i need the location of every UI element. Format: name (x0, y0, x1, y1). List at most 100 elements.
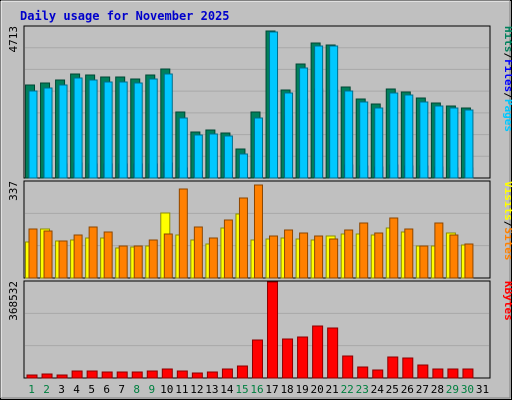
bar-kbytes-day-5 (86, 370, 98, 379)
x-tick-label: 9 (148, 383, 155, 396)
panel-top-ymax-label: 4713 (7, 26, 20, 53)
bar-sites-day-16 (253, 184, 263, 279)
bar-sites-day-15 (238, 197, 248, 279)
bar-pages-day-4 (73, 77, 83, 179)
bar-pages-day-29 (449, 107, 459, 179)
x-tick-label: 17 (265, 383, 278, 396)
x-tick-label: 5 (88, 383, 95, 396)
x-tick-label: 13 (205, 383, 218, 396)
panel-middle-ymax-label: 337 (7, 181, 20, 201)
x-tick-label: 3 (58, 383, 65, 396)
bar-sites-day-25 (389, 217, 399, 279)
bar-pages-day-24 (374, 107, 384, 179)
side-label-part: / (502, 53, 512, 60)
bar-pages-day-30 (464, 109, 474, 179)
bar-pages-day-16 (253, 117, 263, 179)
bar-kbytes-day-22 (342, 355, 354, 379)
bar-pages-day-1 (28, 90, 38, 179)
bar-pages-day-2 (43, 87, 53, 179)
bar-pages-day-20 (314, 45, 324, 179)
chart-title: Daily usage for November 2025 (20, 9, 230, 23)
bar-kbytes-day-14 (221, 368, 233, 379)
bar-pages-day-12 (193, 134, 203, 179)
bar-pages-day-26 (404, 94, 414, 179)
bar-pages-day-14 (223, 135, 233, 179)
bar-kbytes-day-15 (236, 365, 248, 379)
bar-pages-day-25 (389, 92, 399, 179)
bar-kbytes-day-3 (56, 374, 68, 379)
x-tick-label: 8 (133, 383, 140, 396)
bar-pages-day-15 (238, 153, 248, 179)
panel-middle-side-label: Visits/Sites (502, 181, 512, 261)
bar-pages-day-10 (163, 73, 173, 179)
bar-sites-day-18 (284, 229, 294, 279)
side-label-part: Sites (502, 227, 512, 260)
bar-sites-day-22 (344, 229, 354, 279)
bar-kbytes-day-7 (116, 371, 128, 379)
x-tick-label: 18 (280, 383, 293, 396)
bar-sites-day-14 (223, 219, 233, 279)
bar-pages-day-21 (329, 45, 339, 179)
bar-pages-day-11 (178, 117, 188, 179)
x-tick-label: 23 (356, 383, 369, 396)
panel-bottom: 368532 KBytes (7, 280, 512, 379)
bar-kbytes-day-9 (146, 370, 158, 379)
x-tick-label: 20 (311, 383, 324, 396)
bar-kbytes-day-20 (312, 325, 324, 379)
bar-sites-day-26 (404, 228, 414, 279)
x-tick-label: 7 (118, 383, 125, 396)
panel-top: 4713 Hits/Files/Pages (7, 25, 512, 179)
bar-kbytes-day-28 (432, 368, 444, 379)
bar-kbytes-day-18 (282, 338, 294, 379)
bar-pages-day-7 (118, 81, 128, 179)
bar-kbytes-day-19 (297, 336, 309, 379)
x-tick-label: 12 (190, 383, 203, 396)
panel-top-side-label: Hits/Files/Pages (502, 26, 512, 132)
x-tick-label: 29 (446, 383, 459, 396)
side-label-part: Visits (502, 181, 512, 221)
bar-sites-day-29 (449, 234, 459, 279)
side-label-part: Hits (502, 26, 512, 53)
x-tick-label: 6 (103, 383, 110, 396)
bar-sites-day-7 (118, 245, 128, 279)
bar-sites-day-24 (374, 232, 384, 279)
bar-kbytes-day-13 (206, 371, 218, 379)
chart-panels: 4713Hits/Files/Pages337Visits/Sites36853… (7, 25, 512, 379)
bar-kbytes-day-27 (417, 364, 429, 379)
bar-kbytes-day-16 (251, 339, 263, 379)
bar-sites-day-17 (269, 235, 279, 279)
side-label-part: / (502, 221, 512, 228)
bar-sites-day-6 (103, 231, 113, 279)
bar-kbytes-day-30 (462, 368, 474, 379)
bar-sites-day-3 (58, 240, 68, 279)
bar-kbytes-day-4 (71, 370, 83, 379)
x-axis-day-labels: 1 2 3 4 5 6 7 8 9 10 11 12 13 14 15 16 17 18 19 20 21 22 23 24 2… (28, 383, 489, 396)
series-kbytes (26, 281, 474, 379)
bar-pages-day-8 (133, 82, 143, 179)
bar-kbytes-day-12 (191, 372, 203, 379)
bar-kbytes-day-6 (101, 371, 113, 379)
x-tick-label: 31 (476, 383, 489, 396)
bar-sites-day-1 (28, 228, 38, 279)
x-tick-label: 14 (220, 383, 234, 396)
bar-pages-day-19 (299, 67, 309, 179)
x-tick-label: 25 (386, 383, 399, 396)
bar-kbytes-day-11 (176, 370, 188, 379)
bar-sites-day-4 (73, 234, 83, 279)
bar-pages-day-17 (269, 31, 279, 179)
x-tick-label: 4 (73, 383, 80, 396)
bar-kbytes-day-10 (161, 368, 173, 379)
bar-kbytes-day-29 (447, 368, 459, 379)
x-tick-label: 16 (250, 383, 263, 396)
bar-pages-day-5 (88, 79, 98, 179)
x-tick-label: 28 (431, 383, 444, 396)
bar-kbytes-day-23 (357, 366, 369, 379)
x-tick-label: 24 (371, 383, 385, 396)
x-tick-label: 15 (235, 383, 248, 396)
bar-kbytes-day-24 (372, 369, 384, 379)
bar-pages-day-13 (208, 133, 218, 179)
bar-sites-day-20 (314, 235, 324, 279)
bar-kbytes-day-17 (267, 281, 279, 379)
bar-kbytes-day-1 (26, 374, 38, 379)
